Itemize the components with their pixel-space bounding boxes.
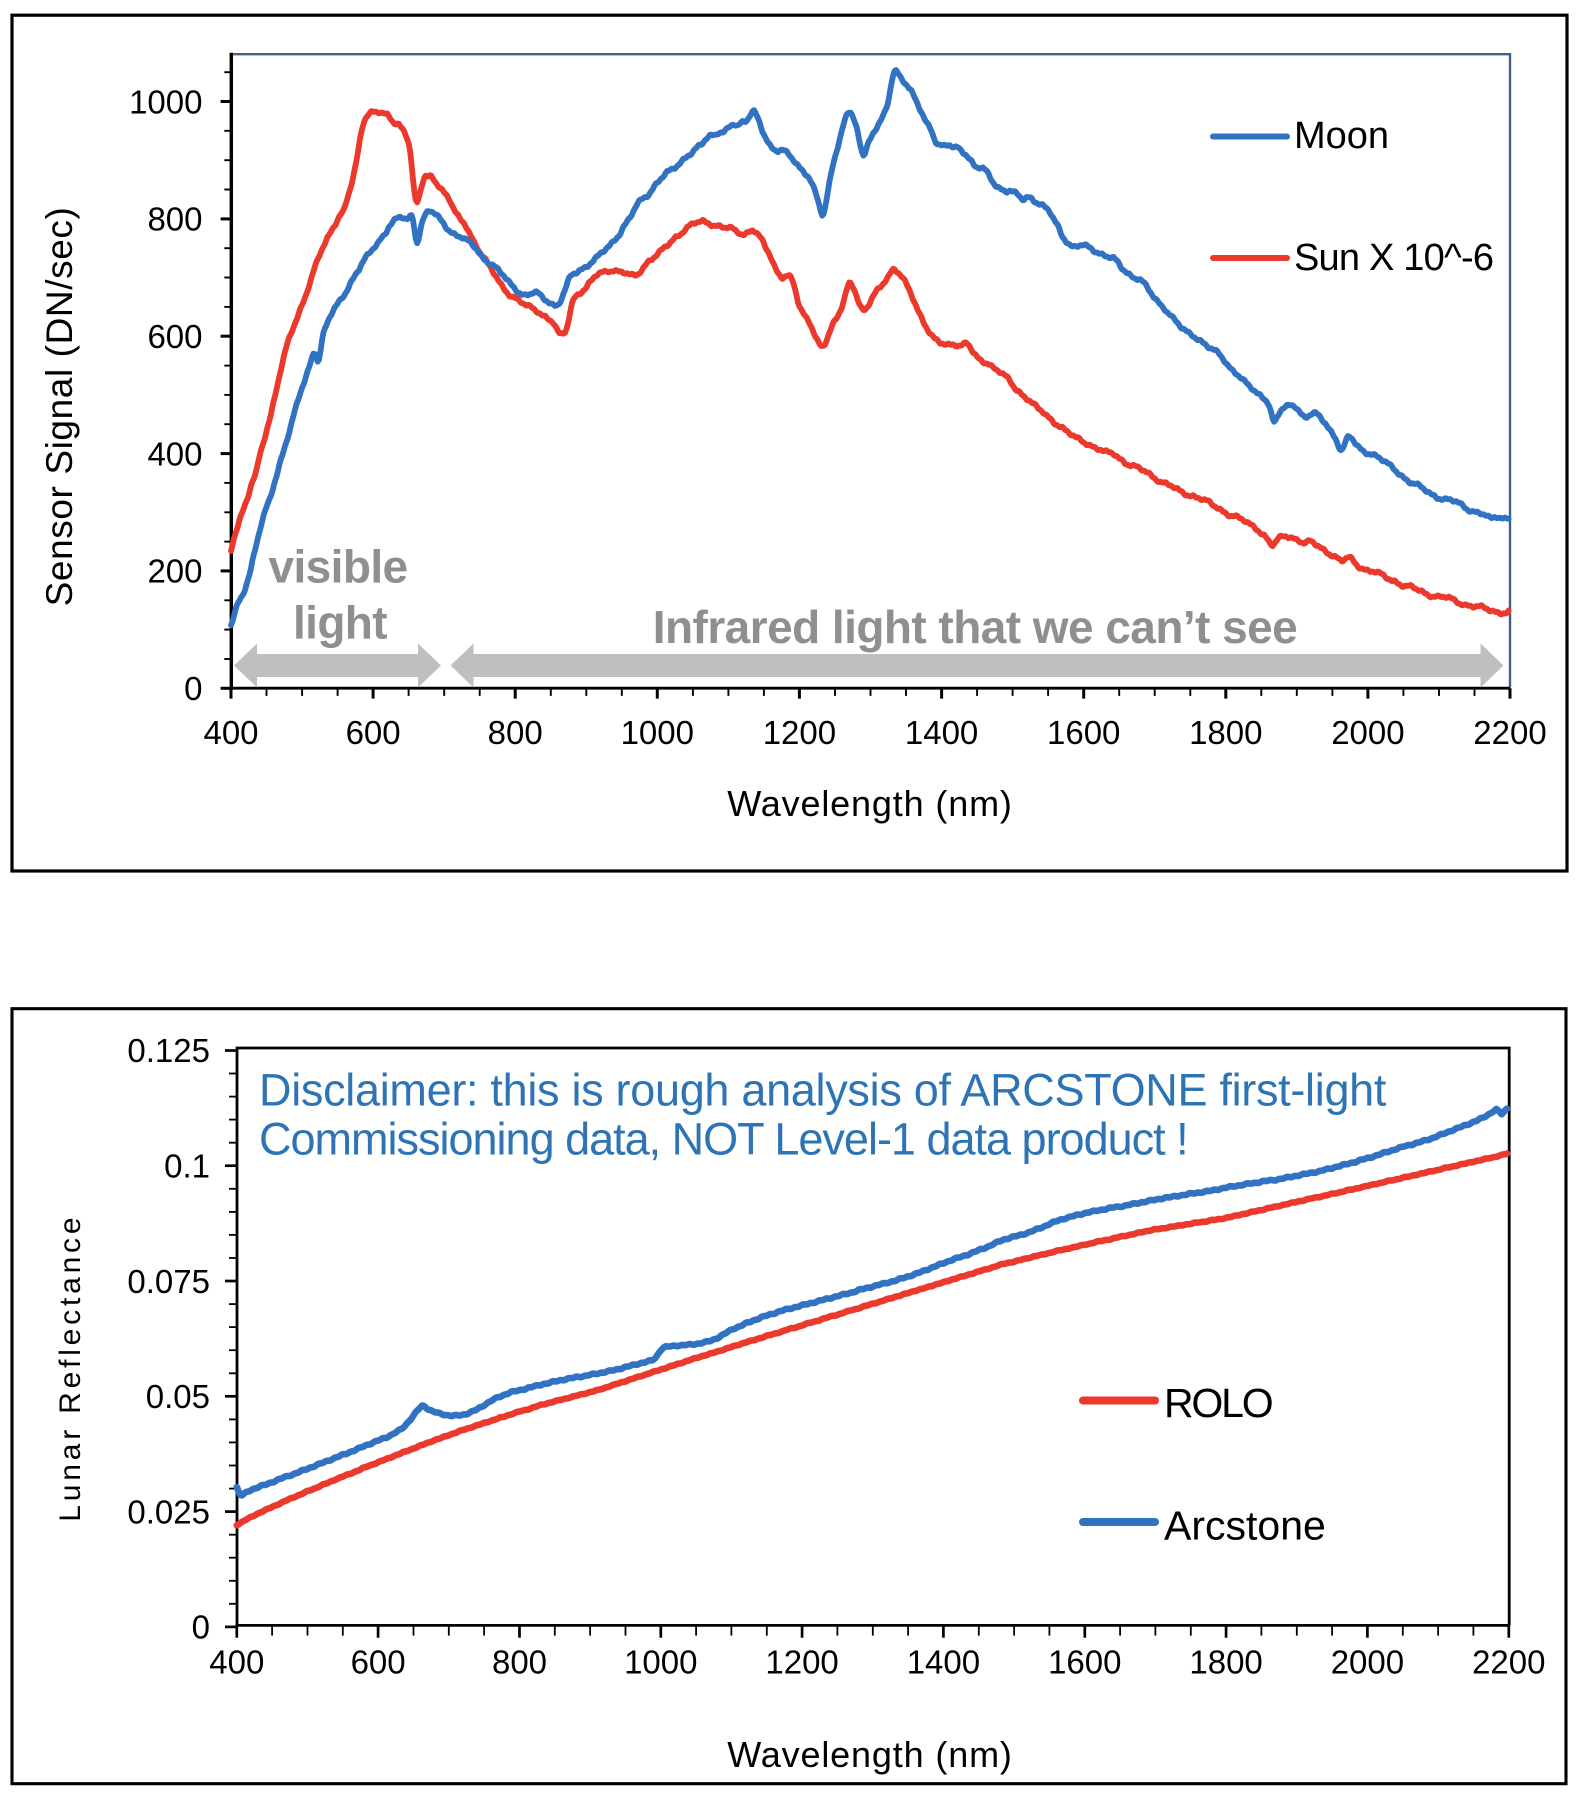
svg-text:1000: 1000 <box>621 714 694 751</box>
svg-text:Wavelength (nm): Wavelength (nm) <box>727 1734 1013 1775</box>
svg-text:Arcstone: Arcstone <box>1164 1503 1326 1549</box>
svg-text:1600: 1600 <box>1048 1644 1121 1681</box>
svg-text:1800: 1800 <box>1189 714 1262 751</box>
svg-text:200: 200 <box>147 553 202 590</box>
svg-text:1400: 1400 <box>905 714 978 751</box>
svg-text:2000: 2000 <box>1331 1644 1404 1681</box>
svg-text:800: 800 <box>488 714 543 751</box>
svg-text:0.025: 0.025 <box>127 1493 210 1530</box>
svg-text:Moon: Moon <box>1294 115 1389 157</box>
svg-text:Sensor Signal (DN/sec): Sensor Signal (DN/sec) <box>39 207 80 607</box>
svg-text:Sun X 10^-6: Sun X 10^-6 <box>1294 237 1493 279</box>
svg-text:800: 800 <box>147 201 202 238</box>
svg-text:Infrared light that we can’t s: Infrared light that we can’t see <box>653 601 1297 653</box>
svg-text:0.125: 0.125 <box>127 1032 210 1069</box>
svg-text:0.05: 0.05 <box>146 1378 210 1415</box>
svg-text:light: light <box>293 597 387 649</box>
svg-text:1800: 1800 <box>1189 1644 1262 1681</box>
svg-text:ROLO: ROLO <box>1164 1380 1272 1426</box>
svg-text:1000: 1000 <box>129 83 202 120</box>
svg-text:Wavelength (nm): Wavelength (nm) <box>727 783 1013 824</box>
svg-text:1200: 1200 <box>763 714 836 751</box>
svg-text:1600: 1600 <box>1047 714 1120 751</box>
svg-text:visible: visible <box>269 541 408 593</box>
svg-text:600: 600 <box>346 714 401 751</box>
svg-text:400: 400 <box>209 1644 264 1681</box>
svg-text:Disclaimer: this is rough anal: Disclaimer: this is rough analysis of AR… <box>259 1064 1387 1115</box>
svg-text:Lunar Reflectance: Lunar Reflectance <box>54 1214 87 1522</box>
svg-text:1400: 1400 <box>907 1644 980 1681</box>
svg-text:Commissioning data, NOT Level-: Commissioning data, NOT Level-1 data pro… <box>259 1113 1188 1164</box>
svg-text:0.1: 0.1 <box>164 1148 210 1185</box>
svg-text:600: 600 <box>147 318 202 355</box>
svg-text:2000: 2000 <box>1331 714 1404 751</box>
svg-text:800: 800 <box>492 1644 547 1681</box>
svg-text:1200: 1200 <box>765 1644 838 1681</box>
svg-text:2200: 2200 <box>1472 1644 1545 1681</box>
svg-text:0: 0 <box>192 1609 210 1646</box>
svg-text:0: 0 <box>184 670 202 707</box>
svg-text:2200: 2200 <box>1473 714 1546 751</box>
svg-text:600: 600 <box>351 1644 406 1681</box>
svg-text:0.075: 0.075 <box>127 1263 210 1300</box>
svg-text:400: 400 <box>147 435 202 472</box>
svg-text:400: 400 <box>203 714 258 751</box>
svg-text:1000: 1000 <box>624 1644 697 1681</box>
